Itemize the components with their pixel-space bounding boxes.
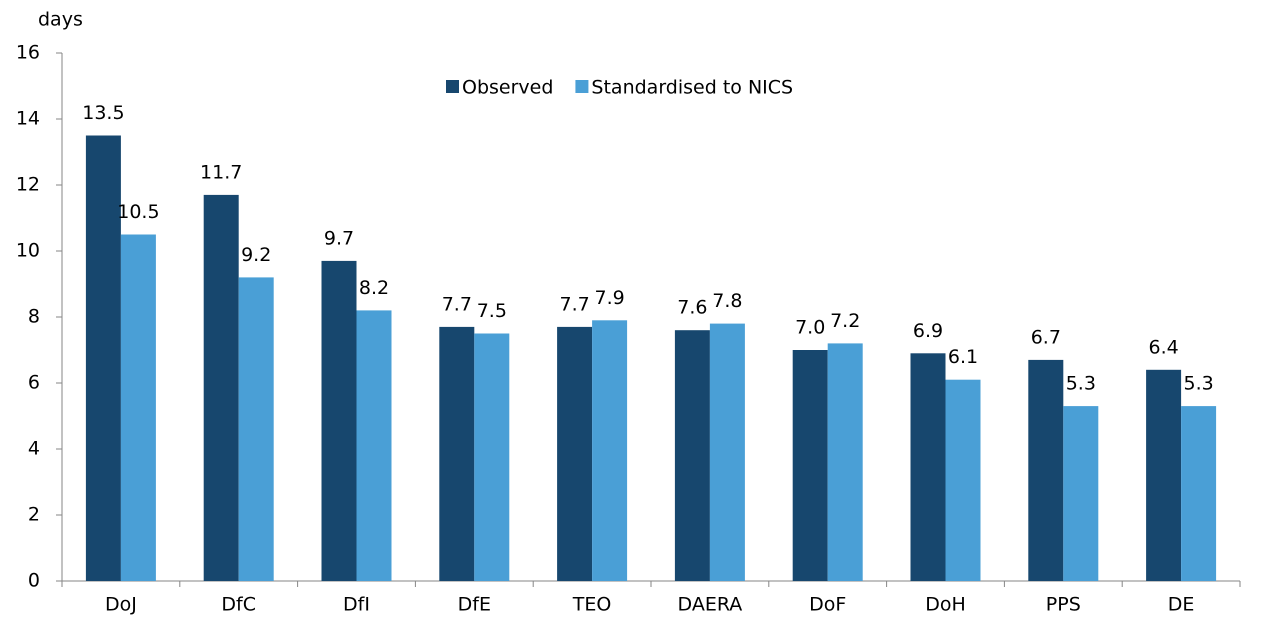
bar <box>203 194 239 581</box>
x-tick-label: DAERA <box>678 594 743 616</box>
y-tick-label: 6 <box>28 372 40 394</box>
value-label: 6.9 <box>913 320 943 342</box>
value-label: 7.8 <box>712 290 742 312</box>
x-tick-label: PPS <box>1046 594 1081 616</box>
value-label: 7.6 <box>677 297 707 319</box>
bar <box>592 320 628 581</box>
legend-swatch <box>575 80 589 93</box>
y-tick-label: 10 <box>16 240 40 262</box>
y-tick-label: 16 <box>16 42 40 64</box>
value-label: 5.3 <box>1066 373 1096 395</box>
bar <box>557 326 593 581</box>
x-tick-label: DfE <box>458 594 491 616</box>
value-label: 6.7 <box>1031 326 1061 348</box>
y-tick-label: 14 <box>16 108 40 130</box>
y-tick-label: 2 <box>28 504 40 526</box>
value-label: 7.0 <box>795 317 825 339</box>
x-tick-label: DfC <box>221 594 256 616</box>
value-label: 6.4 <box>1148 336 1178 358</box>
bar <box>945 379 981 581</box>
value-label: 7.2 <box>830 310 860 332</box>
bar <box>827 343 863 581</box>
x-tick-label: DoJ <box>105 594 137 616</box>
bar <box>792 350 828 581</box>
value-label: 11.7 <box>200 161 242 183</box>
bar <box>474 333 510 581</box>
bar <box>238 277 274 581</box>
value-label: 9.7 <box>324 227 354 249</box>
value-label: 8.2 <box>359 277 389 299</box>
bar <box>1063 406 1099 581</box>
x-tick-label: DE <box>1168 594 1195 616</box>
y-tick-label: 4 <box>28 438 40 460</box>
value-label: 10.5 <box>117 201 159 223</box>
bar <box>439 326 475 581</box>
value-label: 7.9 <box>594 287 624 309</box>
x-tick-label: TEO <box>572 594 612 616</box>
y-axis-label: days <box>38 9 83 31</box>
bar <box>85 135 121 581</box>
x-tick-label: DoH <box>925 594 966 616</box>
bar <box>910 353 946 581</box>
value-label: 7.5 <box>477 300 507 322</box>
value-label: 6.1 <box>948 346 978 368</box>
x-tick-label: DfI <box>343 594 370 616</box>
legend-label: Standardised to NICS <box>591 77 793 99</box>
bar <box>321 260 357 581</box>
bar <box>674 330 710 581</box>
value-label: 5.3 <box>1183 373 1213 395</box>
value-label: 7.7 <box>559 293 589 315</box>
bar <box>120 234 156 581</box>
bar <box>1181 406 1217 581</box>
y-tick-label: 8 <box>28 306 40 328</box>
y-tick-label: 12 <box>16 174 40 196</box>
value-label: 13.5 <box>82 102 124 124</box>
bar <box>356 310 392 581</box>
value-label: 9.2 <box>241 244 271 266</box>
x-tick-label: DoF <box>809 594 846 616</box>
legend-label: Observed <box>462 77 553 99</box>
y-tick-label: 0 <box>28 570 40 592</box>
bar <box>1028 359 1064 581</box>
value-label: 7.7 <box>442 293 472 315</box>
legend-swatch <box>446 80 459 93</box>
bar <box>709 323 745 581</box>
bar <box>1146 369 1182 581</box>
